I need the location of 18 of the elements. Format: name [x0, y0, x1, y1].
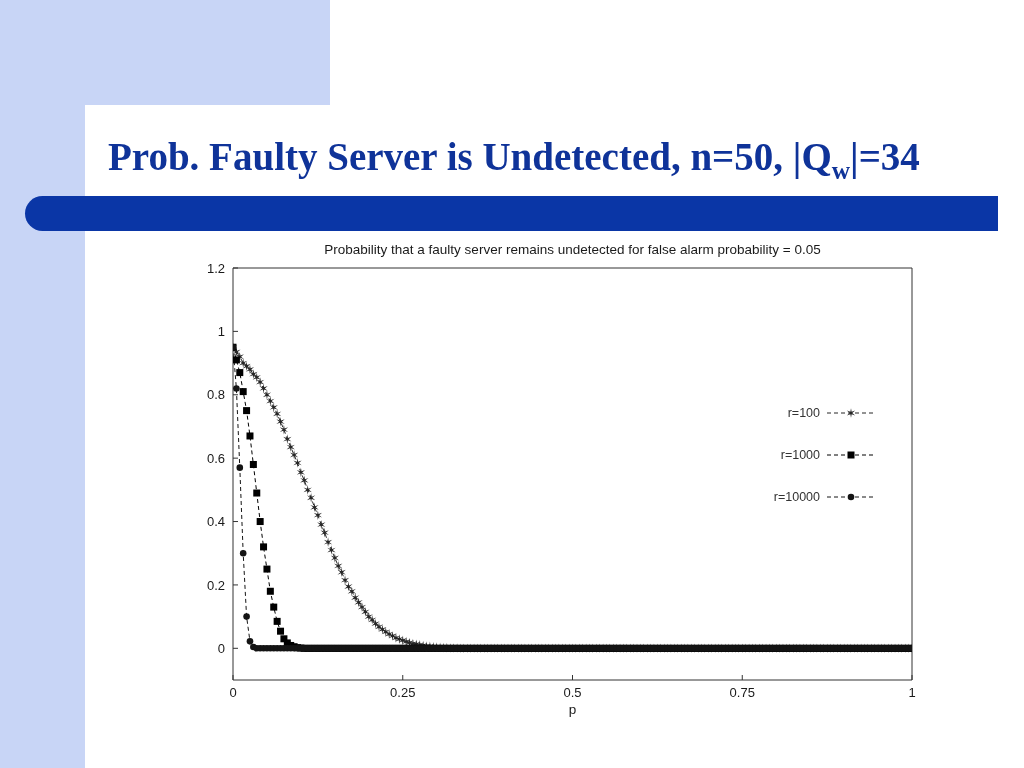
legend-label: r=1000 [780, 448, 820, 463]
chart-title: Prob. Faulty Server is Undetected, n=50, |Q$_{w}$|=34 [108, 135, 920, 184]
x-tick-label: 0.25 [390, 685, 416, 701]
y-tick-label: 0.2 [206, 577, 225, 593]
x-tick-label: 0.75 [729, 685, 755, 701]
y-tick-label: 1.2 [206, 260, 225, 276]
y-tick-label: 0.6 [206, 450, 225, 466]
x-tick-label: 0.5 [563, 685, 582, 701]
legend-label: r=100 [787, 406, 820, 421]
y-tick-label: 0.8 [206, 387, 225, 403]
x-tick-label: 1 [908, 685, 916, 701]
y-tick-label: 0 [217, 640, 225, 656]
y-tick-label: 0.4 [206, 514, 225, 530]
chart-subtitle: Probability that a faulty server remains undetected for false alarm probability = 0.05 [323, 242, 822, 257]
legend-label: r=10000 [773, 490, 820, 505]
y-tick-label: 1 [217, 324, 225, 339]
x-axis-title: p [568, 702, 577, 717]
x-tick-label: 0 [229, 685, 237, 701]
